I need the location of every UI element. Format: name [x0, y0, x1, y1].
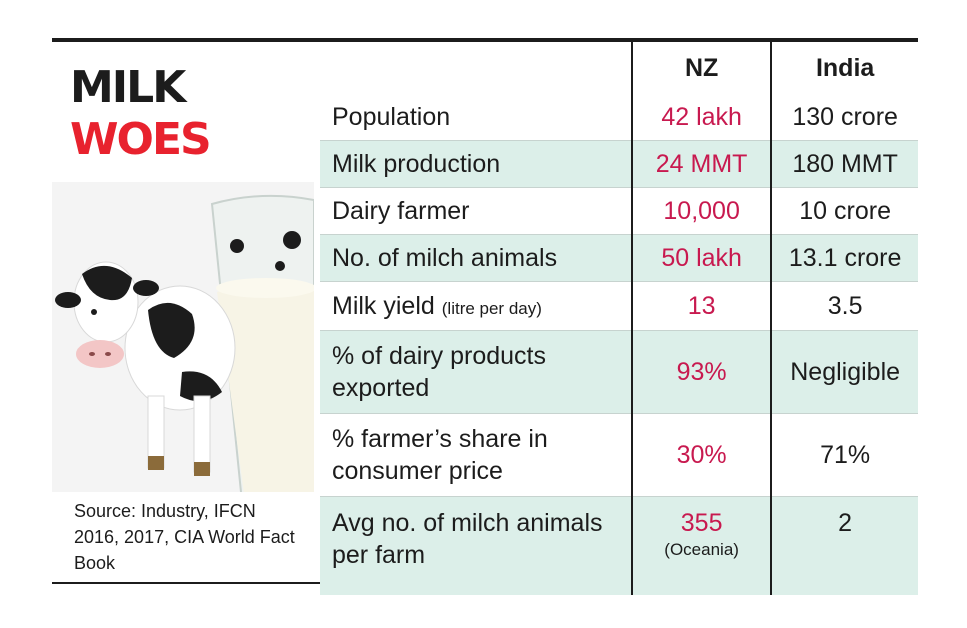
- table-row: Avg no. of milch animals per farm 355 (Oc…: [320, 496, 918, 595]
- nz-value: 13: [630, 281, 772, 331]
- india-value: 2: [770, 496, 918, 595]
- row-label: Dairy farmer: [320, 187, 632, 235]
- table-row: % of dairy products exported 93% Negligi…: [320, 330, 918, 414]
- nz-value: 93%: [630, 330, 772, 414]
- table-row: Dairy farmer 10,000 10 crore: [320, 187, 918, 235]
- row-label-text: Milk yield: [332, 291, 435, 320]
- nz-value-main: 355: [680, 509, 723, 537]
- left-panel: MILK WOES Source: Industry, IFCN 2016, 2…: [52, 42, 314, 582]
- india-value: 3.5: [770, 281, 918, 331]
- nz-value-note: (Oceania): [664, 540, 739, 559]
- title-woes: WOES: [70, 114, 212, 165]
- india-value: 10 crore: [770, 187, 918, 235]
- nz-value: 42 lakh: [630, 94, 772, 141]
- row-label: % of dairy products exported: [320, 330, 632, 414]
- title-milk: MILK: [70, 62, 186, 113]
- nz-value: 30%: [630, 413, 772, 497]
- source-note: Source: Industry, IFCN 2016, 2017, CIA W…: [74, 501, 295, 573]
- nz-value: 10,000: [630, 187, 772, 235]
- row-label-note: (litre per day): [441, 298, 542, 318]
- india-value: 130 crore: [770, 94, 918, 141]
- india-value: 71%: [770, 413, 918, 497]
- row-label: Avg no. of milch animals per farm: [320, 496, 632, 595]
- table-row: Milk production 24 MMT 180 MMT: [320, 140, 918, 188]
- nz-value: 24 MMT: [630, 140, 772, 188]
- column-header-india: India: [770, 42, 918, 94]
- comparison-table: NZ India Population 42 lakh 130 crore Mi…: [320, 42, 918, 595]
- source-background: [52, 492, 314, 582]
- table-row: % farmer’s share in consumer price 30% 7…: [320, 413, 918, 497]
- cow-and-milk-glass-illustration: [52, 182, 314, 532]
- nz-value: 355 (Oceania): [630, 496, 772, 595]
- table-header-row: NZ India: [320, 42, 918, 94]
- row-label: No. of milch animals: [320, 234, 632, 282]
- row-label: Population: [320, 94, 632, 141]
- row-label: Milk production: [320, 140, 632, 188]
- table-row: Population 42 lakh 130 crore: [320, 94, 918, 141]
- nz-value: 50 lakh: [630, 234, 772, 282]
- row-label: % farmer’s share in consumer price: [320, 413, 632, 497]
- india-value: Negligible: [770, 330, 918, 414]
- column-header-nz: NZ: [630, 42, 772, 94]
- india-value: 180 MMT: [770, 140, 918, 188]
- row-label: Milk yield (litre per day): [320, 281, 632, 331]
- table-row: No. of milch animals 50 lakh 13.1 crore: [320, 234, 918, 282]
- india-value: 13.1 crore: [770, 234, 918, 282]
- table-row: Milk yield (litre per day) 13 3.5: [320, 281, 918, 331]
